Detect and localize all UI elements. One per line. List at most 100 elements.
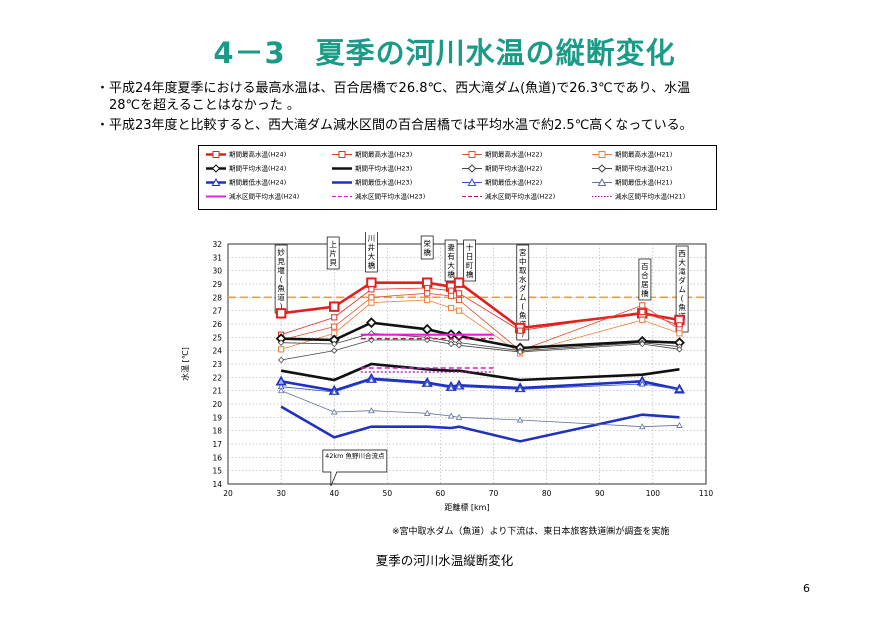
legend-swatch	[206, 164, 226, 173]
location-label-char: ダ	[678, 275, 686, 285]
data-point	[516, 385, 524, 392]
bullet-line-3: ・平成23年度と比較すると、西大滝ダム減水区間の百合居橋では平均水温で約2.5℃…	[96, 118, 693, 133]
location-label-char: 妙	[277, 247, 285, 257]
data-point	[516, 348, 524, 356]
data-point	[447, 412, 455, 419]
location-label-char: 大	[368, 251, 376, 261]
legend-swatch-marker	[467, 177, 477, 186]
y-tick-label: 20	[212, 400, 222, 409]
data-point	[638, 423, 646, 430]
location-label-char: 中	[519, 256, 527, 266]
bullet-line-1: ・平成24年度夏季における最高水温は、百合居橋で26.8℃、西大滝ダム(魚道)で…	[96, 81, 691, 96]
bullet-line-2: 28℃を超えることはなかった 。	[96, 98, 300, 113]
legend-swatch	[206, 151, 226, 158]
legend-label: 減水区間平均水温(H21)	[615, 192, 686, 201]
legend-item: 期間平均水温(H24)	[205, 164, 286, 174]
y-tick-label: 15	[212, 467, 222, 476]
series-1	[278, 284, 683, 338]
location-label-char: 大	[678, 257, 686, 267]
location-label-char: 水	[519, 274, 527, 284]
location-label-char: 橋	[466, 269, 474, 279]
data-point	[447, 340, 455, 348]
y-tick-label: 30	[212, 267, 222, 276]
legend-swatch	[592, 164, 612, 173]
y-tick-label: 14	[212, 480, 222, 489]
legend-swatch-marker	[211, 164, 221, 173]
legend-label: 期間平均水温(H23)	[355, 164, 413, 173]
location-label-char: ム	[678, 285, 686, 294]
location-label-box	[365, 232, 378, 273]
data-point	[639, 316, 646, 324]
location-label-box	[638, 258, 652, 301]
y-tick-label: 23	[212, 360, 222, 369]
legend-swatch	[462, 177, 482, 186]
slide-title: 4－3 夏季の河川水温の縦断変化	[213, 36, 676, 70]
location-label: 栄橋	[420, 235, 434, 260]
legend-swatch-marker	[338, 151, 346, 158]
annotation-line-1: 42km 魚野川合流点	[325, 451, 385, 460]
y-tick-label: 21	[212, 387, 222, 396]
location-label-char: (	[280, 275, 283, 284]
data-point	[329, 301, 340, 312]
data-point	[331, 323, 338, 330]
location-label-char: 十	[466, 242, 474, 252]
location-label-char: 妻	[447, 242, 455, 252]
location-label-char: 堰	[277, 265, 285, 275]
data-point	[330, 408, 338, 415]
y-tick-label: 18	[212, 427, 222, 436]
legend-swatch	[592, 177, 612, 186]
location-label-char: 日	[466, 252, 474, 261]
data-point	[331, 347, 338, 354]
legend-swatch	[462, 151, 482, 158]
legend-item: 期間最高水温(H22)	[461, 150, 542, 160]
data-point	[516, 416, 524, 423]
legend-item: 減水区間平均水温(H24)	[205, 192, 299, 202]
location-label-box	[444, 239, 458, 282]
location-label-char: 大	[447, 260, 455, 270]
data-point	[277, 387, 285, 394]
legend-item: 期間平均水温(H21)	[591, 164, 672, 174]
y-tick-label: 28	[212, 293, 222, 302]
data-point	[447, 304, 455, 312]
y-tick-label: 31	[212, 253, 222, 262]
y-tick-label: 19	[212, 413, 222, 422]
legend-swatch-marker	[211, 177, 221, 186]
legend-item: 期間最低水温(H23)	[331, 178, 412, 188]
location-label-char: 西	[678, 249, 686, 258]
confluence-annotation: 42km 魚野川合流点	[322, 449, 388, 487]
y-tick-label: 22	[212, 373, 222, 382]
legend-swatch-marker	[597, 164, 607, 173]
location-label-char: 道	[277, 292, 285, 302]
location-label-char: 百	[641, 262, 649, 271]
legend-swatch-marker	[597, 177, 607, 186]
legend-label: 期間最低水温(H23)	[355, 178, 413, 187]
location-label-char: 町	[466, 261, 474, 270]
data-point	[330, 388, 338, 395]
data-point	[424, 284, 431, 292]
location-label-char: 貝	[329, 258, 337, 267]
legend-label: 期間最高水温(H23)	[355, 150, 413, 159]
legend-label: 期間平均水温(H24)	[229, 164, 287, 173]
data-point	[368, 286, 375, 293]
legend-swatch	[206, 195, 226, 198]
legend-label: 期間最高水温(H21)	[615, 150, 673, 159]
footnote: ※宮中取水ダム（魚道）より下流は、東日本旅客鉄道㈱が調査を実施	[392, 527, 670, 537]
location-label-char: ダ	[519, 283, 527, 293]
figure-caption: 夏季の河川水温縦断変化	[375, 553, 514, 568]
data-point	[423, 409, 431, 416]
x-tick-label: 80	[542, 489, 552, 498]
legend-swatch	[462, 196, 482, 197]
legend-item: 期間最高水温(H21)	[591, 150, 672, 160]
location-label-char: 井	[368, 242, 376, 252]
data-point	[453, 277, 465, 288]
legend-swatch	[332, 167, 352, 170]
series-11	[277, 387, 683, 430]
location-label-box	[463, 239, 477, 282]
legend-swatch	[462, 164, 482, 173]
legend-swatch-marker	[467, 164, 477, 173]
legend-swatch	[206, 177, 226, 186]
legend-label: 減水区間平均水温(H24)	[229, 192, 300, 201]
data-point	[455, 383, 463, 390]
location-label-char: 橋	[447, 269, 455, 279]
